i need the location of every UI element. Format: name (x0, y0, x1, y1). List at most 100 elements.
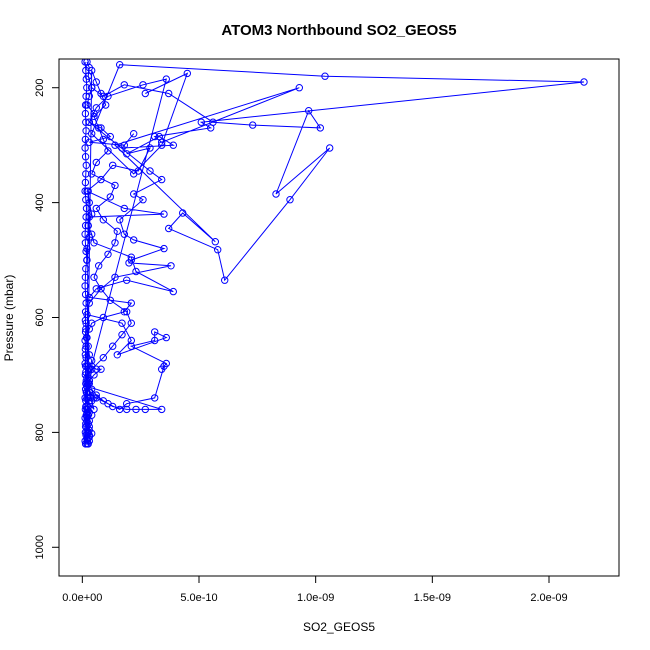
data-point (81, 59, 89, 66)
data-point (169, 141, 178, 149)
data-point (95, 124, 103, 132)
data-point (106, 296, 115, 304)
data-point (90, 239, 98, 247)
data-point (82, 431, 90, 439)
data-point (82, 204, 91, 213)
data-point (92, 285, 101, 293)
data-point (82, 247, 90, 256)
data-point (88, 130, 96, 138)
data-point (130, 130, 138, 138)
data-point (197, 118, 206, 126)
data-point (130, 190, 138, 198)
data-point (82, 402, 90, 411)
data-point (82, 325, 90, 333)
data-point (118, 144, 126, 152)
data-point (160, 244, 168, 253)
y-tick-label: 800 (34, 423, 46, 441)
data-point (82, 265, 90, 273)
chart-title: ATOM3 Northbound SO2_GEOS5 (221, 22, 456, 39)
data-point (81, 428, 90, 437)
x-tick-label: 2.0e-09 (530, 592, 567, 604)
data-point (81, 308, 90, 316)
data-point (214, 246, 222, 254)
data-point (139, 196, 147, 204)
data-point (81, 437, 89, 445)
data-point (81, 345, 90, 353)
data-point (88, 210, 96, 218)
data-point (580, 78, 588, 86)
data-point (221, 276, 229, 284)
data-point (249, 121, 257, 129)
x-tick-label: 1.5e-09 (414, 592, 451, 604)
data-point (81, 316, 90, 325)
data-point (88, 66, 96, 75)
data-point (83, 84, 91, 92)
data-point (123, 405, 131, 414)
data-point (120, 230, 129, 238)
data-point (151, 132, 159, 141)
data-point (109, 342, 117, 350)
data-point (81, 273, 90, 281)
data-point (92, 158, 101, 167)
y-tick-label: 200 (34, 79, 46, 97)
data-point (92, 78, 101, 86)
data-point (102, 101, 110, 109)
data-point (123, 400, 131, 408)
data-point (81, 328, 90, 336)
series-line (85, 61, 175, 446)
data-point (169, 287, 178, 296)
data-point (130, 170, 138, 178)
data-point (272, 190, 280, 198)
data-point (286, 196, 294, 204)
data-point (99, 216, 108, 224)
data-point (207, 124, 215, 132)
data-point (81, 135, 90, 144)
data-point (141, 405, 150, 414)
data-point (125, 259, 133, 267)
data-point (81, 440, 90, 448)
data-point (97, 124, 105, 132)
data-point (81, 153, 90, 161)
data-point (120, 81, 129, 89)
data-point (81, 230, 89, 238)
data-point (82, 388, 91, 396)
data-point (123, 276, 131, 284)
data-point (99, 354, 108, 362)
data-point (92, 394, 101, 402)
data-point (81, 282, 89, 290)
y-tick-label: 1000 (34, 535, 46, 559)
data-point (123, 308, 131, 316)
data-point (151, 336, 159, 345)
data-point (146, 167, 154, 175)
data-point (82, 66, 90, 75)
data-point (111, 273, 119, 281)
data-point (90, 112, 98, 121)
data-point (109, 402, 117, 411)
data-point (81, 144, 89, 152)
data-point (97, 365, 105, 373)
data-point (104, 250, 112, 259)
data-point (104, 147, 112, 155)
data-point (116, 60, 124, 69)
data-point (88, 170, 96, 178)
data-point (146, 144, 154, 152)
data-point (120, 308, 129, 316)
y-axis-label: Pressure (mbar) (2, 275, 16, 362)
data-point (113, 227, 122, 236)
data-point (81, 414, 89, 422)
data-point (160, 210, 168, 218)
y-tick-label: 400 (34, 193, 46, 211)
series-line (84, 61, 88, 444)
x-tick-label: 1.0e-09 (297, 592, 334, 604)
data-point (82, 299, 90, 307)
data-point (81, 336, 89, 345)
data-point (81, 394, 89, 402)
data-point (81, 101, 90, 109)
data-point (81, 371, 90, 379)
data-point (116, 216, 124, 224)
data-point (151, 328, 159, 336)
data-point (88, 356, 96, 365)
data-point (111, 181, 119, 190)
